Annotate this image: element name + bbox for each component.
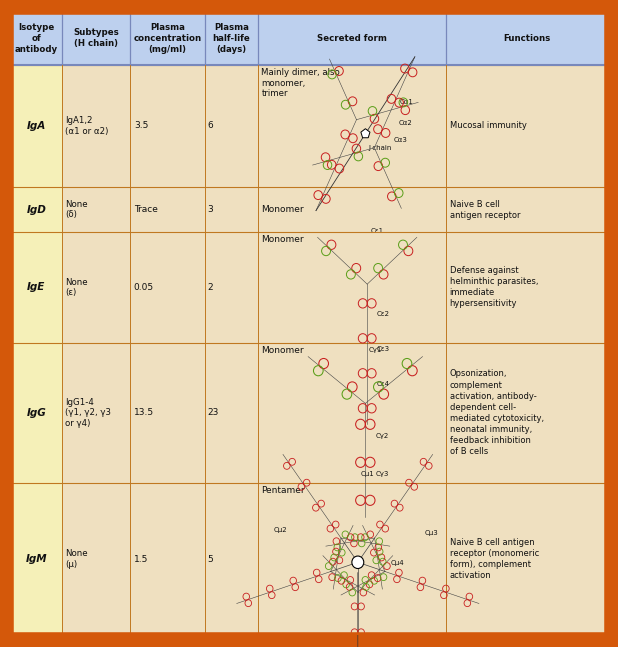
Bar xyxy=(446,483,607,635)
Text: IgG1-4
(γ1, γ2, γ3
or γ4): IgG1-4 (γ1, γ2, γ3 or γ4) xyxy=(66,398,111,428)
Text: IgA1,2
(α1 or α2): IgA1,2 (α1 or α2) xyxy=(66,116,109,136)
Text: J chain: J chain xyxy=(368,145,392,151)
Text: Monomer: Monomer xyxy=(261,235,304,244)
Bar xyxy=(258,232,446,342)
Bar xyxy=(130,187,205,232)
Bar xyxy=(62,232,130,342)
Text: 3: 3 xyxy=(208,205,213,214)
Text: None
(μ): None (μ) xyxy=(66,549,88,569)
Text: IgM: IgM xyxy=(25,554,47,564)
Text: Cα2: Cα2 xyxy=(398,120,412,126)
Bar xyxy=(205,232,258,342)
Text: Mucosal immunity: Mucosal immunity xyxy=(450,122,527,131)
Text: Cμ3: Cμ3 xyxy=(425,530,438,536)
Bar xyxy=(11,12,607,65)
Bar xyxy=(130,65,205,187)
Text: 5: 5 xyxy=(208,554,213,564)
Text: IgA: IgA xyxy=(27,121,46,131)
Bar xyxy=(205,65,258,187)
Text: IgD: IgD xyxy=(27,204,46,215)
Text: IgG: IgG xyxy=(27,408,46,418)
Bar xyxy=(11,232,62,342)
Text: 0.05: 0.05 xyxy=(134,283,154,292)
Text: IgE: IgE xyxy=(27,282,46,292)
Text: Functions: Functions xyxy=(503,34,550,43)
Text: Subtypes
(H chain): Subtypes (H chain) xyxy=(73,28,119,49)
Text: None
(δ): None (δ) xyxy=(66,200,88,219)
Bar xyxy=(205,342,258,483)
Text: Naive B cell antigen
receptor (monomeric
form), complement
activation: Naive B cell antigen receptor (monomeric… xyxy=(450,538,539,580)
Bar xyxy=(130,232,205,342)
Text: Naive B cell
antigen receptor: Naive B cell antigen receptor xyxy=(450,199,520,219)
Text: Cε2: Cε2 xyxy=(377,311,390,317)
Bar xyxy=(258,187,446,232)
Bar xyxy=(446,232,607,342)
Bar xyxy=(62,187,130,232)
Circle shape xyxy=(352,556,364,569)
Text: 23: 23 xyxy=(208,408,219,417)
Bar xyxy=(258,342,446,483)
Text: Cε1: Cε1 xyxy=(370,228,383,234)
Text: 3.5: 3.5 xyxy=(134,122,148,131)
Bar xyxy=(62,483,130,635)
Bar xyxy=(11,483,62,635)
Text: Cγ2: Cγ2 xyxy=(376,433,389,439)
Text: Cμ1: Cμ1 xyxy=(361,470,375,477)
Bar xyxy=(130,342,205,483)
Text: None
(ε): None (ε) xyxy=(66,278,88,297)
Text: Cε4: Cε4 xyxy=(377,381,390,387)
Bar xyxy=(446,65,607,187)
Text: Secreted form: Secreted form xyxy=(317,34,387,43)
Text: 2: 2 xyxy=(208,283,213,292)
Text: Plasma
half-life
(days): Plasma half-life (days) xyxy=(213,23,250,54)
Text: Pentamer: Pentamer xyxy=(261,486,305,495)
Text: Plasma
concentration
(mg/ml): Plasma concentration (mg/ml) xyxy=(133,23,201,54)
Text: Cα1: Cα1 xyxy=(400,99,414,105)
Text: Trace: Trace xyxy=(134,205,158,214)
Text: Cμ4: Cμ4 xyxy=(391,560,405,566)
Bar xyxy=(130,483,205,635)
Text: Opsonization,
complement
activation, antibody-
dependent cell-
mediated cytotoxi: Opsonization, complement activation, ant… xyxy=(450,369,544,456)
Bar xyxy=(258,65,446,187)
Bar xyxy=(258,483,446,635)
Text: 6: 6 xyxy=(208,122,213,131)
Bar xyxy=(11,342,62,483)
Bar xyxy=(11,65,62,187)
Text: Cα3: Cα3 xyxy=(394,137,408,142)
Bar xyxy=(62,65,130,187)
Text: 13.5: 13.5 xyxy=(134,408,154,417)
Bar xyxy=(446,342,607,483)
Text: Monomer: Monomer xyxy=(261,205,304,214)
Text: Isotype
of
antibody: Isotype of antibody xyxy=(15,23,58,54)
Text: Mainly dimer, also
monomer,
trimer: Mainly dimer, also monomer, trimer xyxy=(261,69,340,98)
Bar xyxy=(205,187,258,232)
Bar xyxy=(62,342,130,483)
Text: 1.5: 1.5 xyxy=(134,554,148,564)
Bar xyxy=(446,187,607,232)
Text: Cγ1: Cγ1 xyxy=(368,347,382,353)
Text: Defense against
helminthic parasites,
immediate
hypersensitivity: Defense against helminthic parasites, im… xyxy=(450,266,538,309)
Text: Cγ3: Cγ3 xyxy=(376,471,389,477)
Text: Cε3: Cε3 xyxy=(377,346,390,352)
Text: Cμ2: Cμ2 xyxy=(273,527,287,533)
Text: Monomer: Monomer xyxy=(261,345,304,355)
Bar xyxy=(11,187,62,232)
Bar xyxy=(205,483,258,635)
